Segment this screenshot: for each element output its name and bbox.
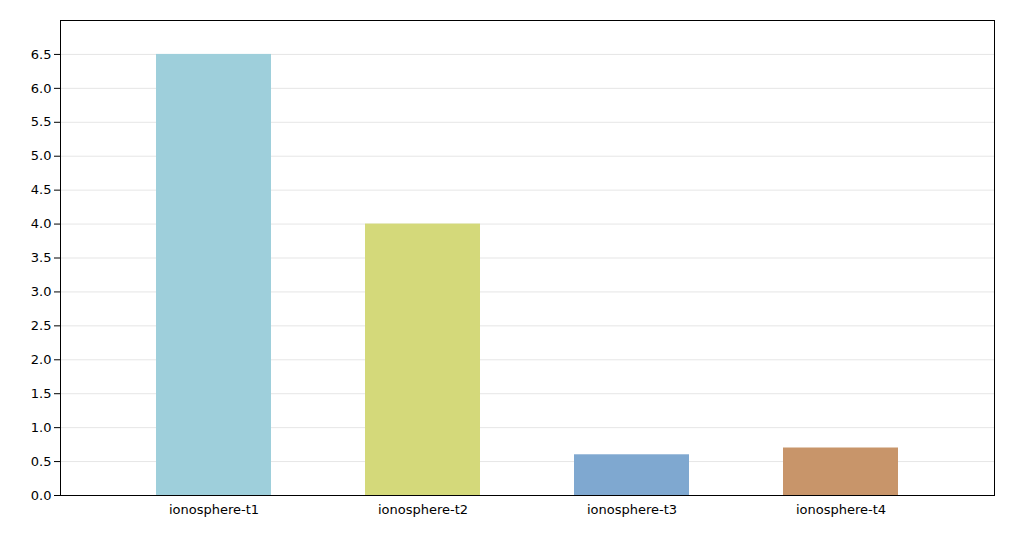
svg-text:0.5: 0.5: [31, 454, 52, 469]
svg-text:ionosphere-t1: ionosphere-t1: [169, 502, 259, 517]
svg-text:2.5: 2.5: [31, 318, 52, 333]
svg-text:ionosphere-t2: ionosphere-t2: [378, 502, 468, 517]
svg-text:4.0: 4.0: [31, 216, 52, 231]
svg-text:4.5: 4.5: [31, 182, 52, 197]
svg-text:6.5: 6.5: [31, 47, 52, 62]
svg-text:ionosphere-t4: ionosphere-t4: [796, 502, 886, 517]
svg-text:1.5: 1.5: [31, 386, 52, 401]
svg-text:5.0: 5.0: [31, 148, 52, 163]
svg-text:1.0: 1.0: [31, 420, 52, 435]
svg-text:3.0: 3.0: [31, 284, 52, 299]
svg-text:5.5: 5.5: [31, 114, 52, 129]
svg-text:6.0: 6.0: [31, 81, 52, 96]
svg-text:ionosphere-t3: ionosphere-t3: [587, 502, 677, 517]
svg-text:3.5: 3.5: [31, 250, 52, 265]
svg-text:0.0: 0.0: [31, 488, 52, 503]
svg-text:2.0: 2.0: [31, 352, 52, 367]
